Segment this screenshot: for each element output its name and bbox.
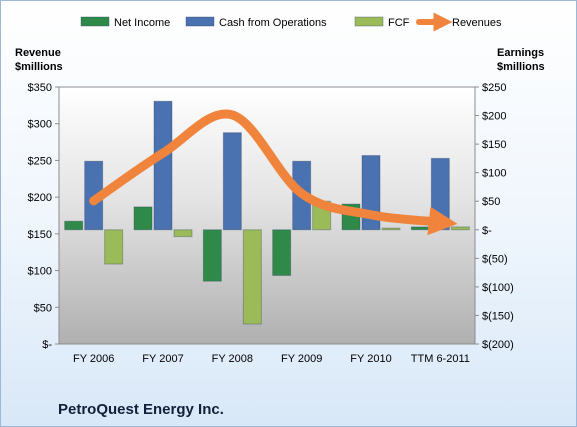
x-tick-label: FY 2006 (73, 353, 114, 365)
left-tick-label: $150 (28, 229, 52, 241)
net-income-bar (133, 206, 153, 231)
legend-label-net-income: Net Income (114, 17, 170, 29)
fcf-bar (173, 229, 193, 238)
revenues-line-group (89, 109, 458, 236)
legend-swatch-cash-from-operations (185, 16, 215, 27)
right-axis-title-line1: Earnings (497, 47, 544, 59)
right-axis-ticks: $(200) $(150) $(100) $(50) $- $50 $100 $150 $200… (475, 82, 514, 351)
fcf-bar (104, 229, 124, 265)
left-tick-label: $250 (28, 155, 52, 167)
legend-label-revenues: Revenues (452, 17, 502, 29)
right-tick-label: $(50) (482, 253, 508, 265)
net-income-bar (410, 226, 430, 231)
right-tick-label: $150 (482, 139, 506, 151)
legend-swatch-net-income (80, 16, 110, 27)
left-tick-label: $200 (28, 192, 52, 204)
cash-from-operations-bar (222, 132, 242, 231)
left-tick-label: $50 (34, 302, 52, 314)
x-tick-label: FY 2009 (281, 353, 322, 365)
left-axis-title-line1: Revenue (15, 47, 61, 59)
right-tick-label: $50 (482, 196, 500, 208)
net-income-bar (272, 229, 292, 276)
fcf-bar (242, 229, 262, 325)
right-tick-label: $(200) (482, 339, 514, 351)
net-income-bar (64, 220, 84, 231)
x-tick-label: FY 2008 (212, 353, 253, 365)
x-tick-label: FY 2010 (350, 353, 391, 365)
x-tick-label: TTM 6-2011 (411, 353, 470, 365)
left-tick-label: $100 (28, 266, 52, 278)
x-tick-label: FY 2007 (142, 353, 183, 365)
right-tick-label: $200 (482, 111, 506, 123)
right-tick-label: $250 (482, 82, 506, 94)
left-tick-label: $300 (28, 119, 52, 131)
right-axis-title-line2: $millions (497, 61, 545, 73)
right-tick-label: $- (482, 225, 492, 237)
fcf-bar (381, 227, 401, 231)
cash-from-operations-bar (153, 100, 173, 231)
x-axis-ticks: FY 2006 FY 2007 FY 2008 FY 2009 FY 2010 TTM 6… (73, 353, 470, 365)
legend-swatch-fcf (354, 16, 384, 27)
net-income-bar (202, 229, 222, 282)
fcf-bar (450, 226, 470, 231)
legend: Net Income Cash from Operations FCF Revenue… (80, 12, 502, 32)
left-axis-title-line2: $millions (15, 61, 63, 73)
left-axis-ticks: $- $50 $100 $150 $200 $250 $300 $350 (28, 82, 59, 351)
legend-label-fcf: FCF (388, 17, 410, 29)
left-tick-label: $- (42, 339, 52, 351)
revenues-line (89, 109, 458, 236)
right-tick-label: $100 (482, 168, 506, 180)
right-tick-label: $(150) (482, 310, 514, 322)
left-tick-label: $350 (28, 82, 52, 94)
right-tick-label: $(100) (482, 282, 514, 294)
company-name: PetroQuest Energy Inc. (58, 401, 224, 418)
legend-label-cash-from-operations: Cash from Operations (219, 17, 327, 29)
